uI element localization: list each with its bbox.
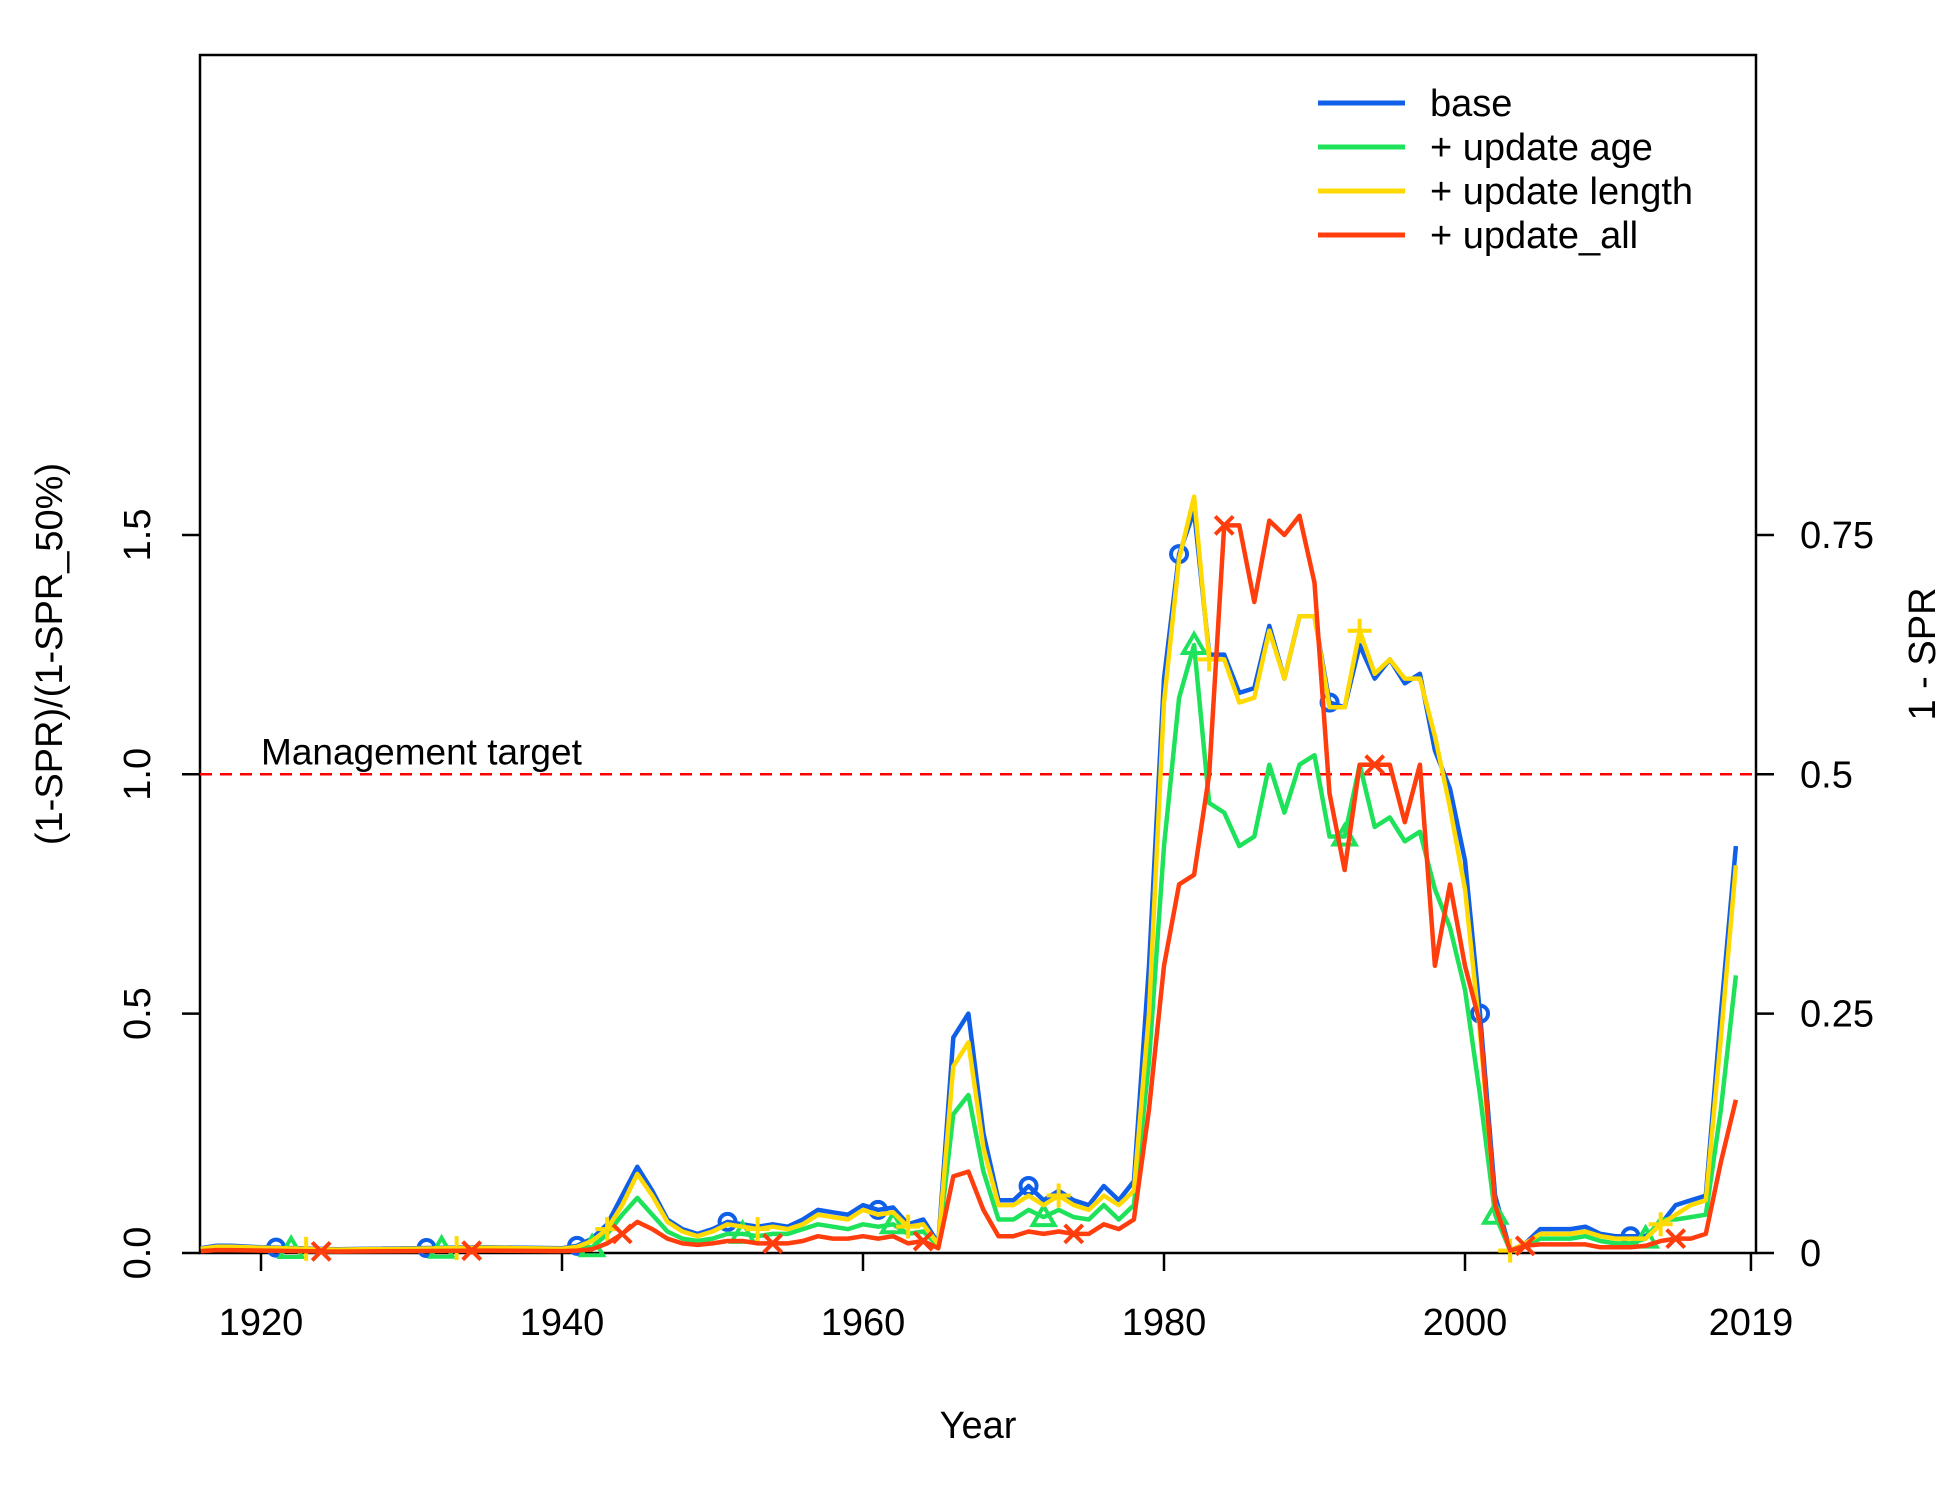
series-marker-2 bbox=[444, 1236, 469, 1261]
x-tick-label: 2019 bbox=[1709, 1302, 1794, 1344]
series-marker-3 bbox=[1514, 1235, 1536, 1257]
series-marker-3 bbox=[1665, 1228, 1687, 1250]
y-axis-title: (1-SPR)/(1-SPR_50%) bbox=[29, 463, 71, 845]
series-marker-1 bbox=[1179, 630, 1209, 656]
y2-axis-title: 1 - SPR bbox=[1902, 587, 1944, 720]
series-marker-3 bbox=[1364, 754, 1386, 776]
legend-label: + update age bbox=[1430, 127, 1653, 169]
series-marker-3 bbox=[461, 1240, 483, 1262]
y2-tick-label: 0.75 bbox=[1800, 515, 1874, 557]
series-marker-2 bbox=[1347, 618, 1372, 643]
y2-tick-label: 0 bbox=[1800, 1233, 1821, 1275]
legend-label: base bbox=[1430, 83, 1512, 125]
management-target-annotation: Management target bbox=[261, 731, 583, 772]
series-marker-3 bbox=[310, 1240, 332, 1262]
series-marker-2 bbox=[896, 1214, 921, 1239]
x-tick-label: 1920 bbox=[219, 1302, 304, 1344]
axis-layer: 1920 1940 1960 1980 2000 2019 0.0 0.5 1.0 1.5 0 0.2… bbox=[117, 509, 1874, 1344]
series-marker-3 bbox=[1213, 514, 1235, 536]
series-marker-2 bbox=[1046, 1183, 1071, 1208]
series-marker-3 bbox=[762, 1233, 784, 1254]
y-tick-label: 0.5 bbox=[117, 987, 159, 1040]
series-marker-2 bbox=[745, 1217, 770, 1242]
series-marker-3 bbox=[912, 1230, 934, 1252]
plot-frame bbox=[198, 53, 1758, 1255]
series-marker-1 bbox=[878, 1209, 908, 1235]
x-tick-label: 1980 bbox=[1122, 1302, 1207, 1344]
series-marker-3 bbox=[1063, 1223, 1085, 1245]
series-layer bbox=[200, 494, 1739, 1263]
series-marker-0 bbox=[717, 1211, 738, 1232]
x-tick-label: 1940 bbox=[520, 1302, 605, 1344]
series-marker-2 bbox=[1648, 1212, 1673, 1237]
legend-label: + update length bbox=[1430, 171, 1693, 213]
series-marker-3 bbox=[611, 1223, 633, 1245]
y-tick-label: 1.0 bbox=[117, 748, 159, 801]
y2-tick-label: 0.25 bbox=[1800, 994, 1874, 1036]
x-axis-title: Year bbox=[940, 1405, 1017, 1447]
legend-label: + update_all bbox=[1430, 215, 1638, 257]
series-3 bbox=[200, 513, 1739, 1262]
series-marker-1 bbox=[1480, 1199, 1510, 1225]
y-tick-label: 1.5 bbox=[117, 509, 159, 562]
series-marker-1 bbox=[1029, 1202, 1059, 1228]
legend: base+ update age + update length + updat… bbox=[1318, 83, 1693, 257]
x-tick-label: 1960 bbox=[821, 1302, 906, 1344]
x-tick-label: 2000 bbox=[1423, 1302, 1508, 1344]
y-tick-label: 0.0 bbox=[117, 1227, 159, 1280]
y2-tick-label: 0.5 bbox=[1800, 754, 1853, 796]
